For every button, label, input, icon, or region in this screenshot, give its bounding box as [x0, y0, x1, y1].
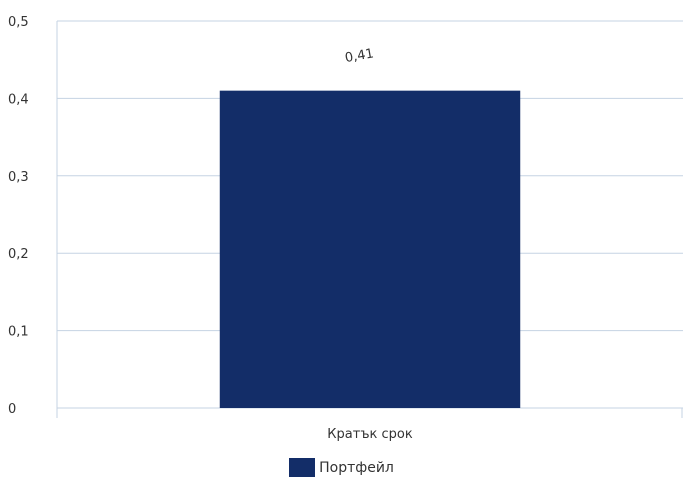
- legend: Портфейл: [0, 458, 683, 477]
- legend-swatch: [289, 458, 316, 477]
- y-tick-label: 0: [8, 402, 16, 417]
- x-tick-label: Кратък срок: [327, 427, 413, 442]
- y-tick-label: 0,5: [8, 15, 29, 30]
- legend-item-portfolio: Портфейл: [289, 458, 394, 477]
- y-tick-label: 0,1: [8, 325, 29, 340]
- y-tick-label: 0,2: [8, 247, 29, 262]
- y-tick-label: 0,3: [8, 170, 29, 185]
- legend-label: Портфейл: [319, 459, 394, 476]
- bar: [219, 90, 521, 408]
- y-tick-label: 0,4: [8, 92, 29, 107]
- data-label: 0,41: [344, 46, 375, 66]
